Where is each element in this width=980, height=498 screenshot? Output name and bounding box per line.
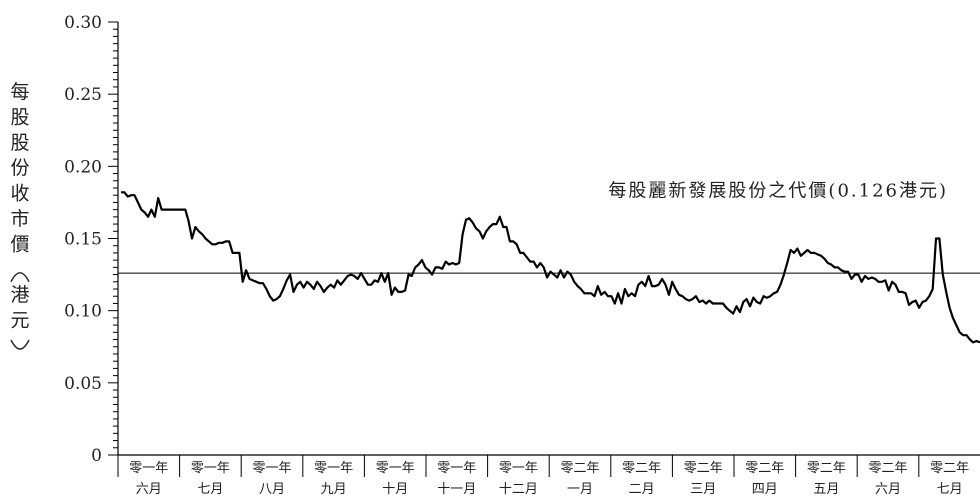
x-tick-month: 一月 <box>567 482 593 497</box>
x-tick-month: 五月 <box>813 482 839 497</box>
x-tick-month: 四月 <box>752 482 778 497</box>
x-tick-month: 十二月 <box>499 482 538 497</box>
series-line-price <box>121 191 980 344</box>
x-tick-year: 零一年 <box>437 461 476 476</box>
y-tick-label: 0.30 <box>64 13 102 33</box>
y-label-char: 每 <box>10 81 29 103</box>
y-label-char: 份 <box>10 157 29 179</box>
y-label-char: 港 <box>10 284 29 306</box>
x-tick-year: 零一年 <box>252 461 291 476</box>
y-tick-label: 0.05 <box>64 374 102 394</box>
x-tick-month: 七月 <box>937 482 963 497</box>
y-tick-label: 0.20 <box>64 157 102 177</box>
y-label-char: 股 <box>10 106 29 128</box>
x-tick-year: 零二年 <box>930 461 969 476</box>
x-tick-month: 九月 <box>321 482 347 497</box>
x-tick-year: 零一年 <box>191 461 230 476</box>
y-label-paren <box>10 339 30 350</box>
y-label-char: 股 <box>10 132 29 154</box>
reference-line-label: 每股麗新發展股份之代價(0.126港元) <box>608 181 948 202</box>
y-tick-label: 0.25 <box>64 85 102 105</box>
x-tick-month: 三月 <box>690 482 716 497</box>
x-tick-month: 十一月 <box>437 482 476 497</box>
y-tick-label: 0.10 <box>64 302 102 322</box>
y-tick-label: 0 <box>91 446 102 466</box>
y-label-char: 收 <box>10 183 29 205</box>
y-tick-label: 0.15 <box>64 230 102 250</box>
x-tick-month: 七月 <box>197 482 223 497</box>
x-tick-year: 零二年 <box>745 461 784 476</box>
x-tick-year: 零一年 <box>129 461 168 476</box>
x-tick-year: 零一年 <box>314 461 353 476</box>
y-axis: 0 0.05 0.10 0.15 0.20 0.25 0.30 <box>64 13 119 466</box>
y-label-char: 價 <box>10 233 29 255</box>
x-tick-month: 六月 <box>136 482 162 497</box>
x-tick-year: 零一年 <box>499 461 538 476</box>
x-tick-year: 零二年 <box>560 461 599 476</box>
x-tick-year: 零二年 <box>622 461 661 476</box>
x-tick-year: 零二年 <box>807 461 846 476</box>
y-label-char: 市 <box>10 208 29 230</box>
x-tick-year: 零二年 <box>684 461 723 476</box>
x-tick-month: 二月 <box>629 482 655 497</box>
x-tick-month: 六月 <box>875 482 901 497</box>
y-label-paren <box>10 272 30 283</box>
x-tick-year: 零一年 <box>376 461 415 476</box>
x-tick-year: 零二年 <box>868 461 907 476</box>
x-tick-month: 十月 <box>382 482 408 497</box>
x-tick-month: 八月 <box>259 482 285 497</box>
y-label-char: 元 <box>10 310 29 332</box>
